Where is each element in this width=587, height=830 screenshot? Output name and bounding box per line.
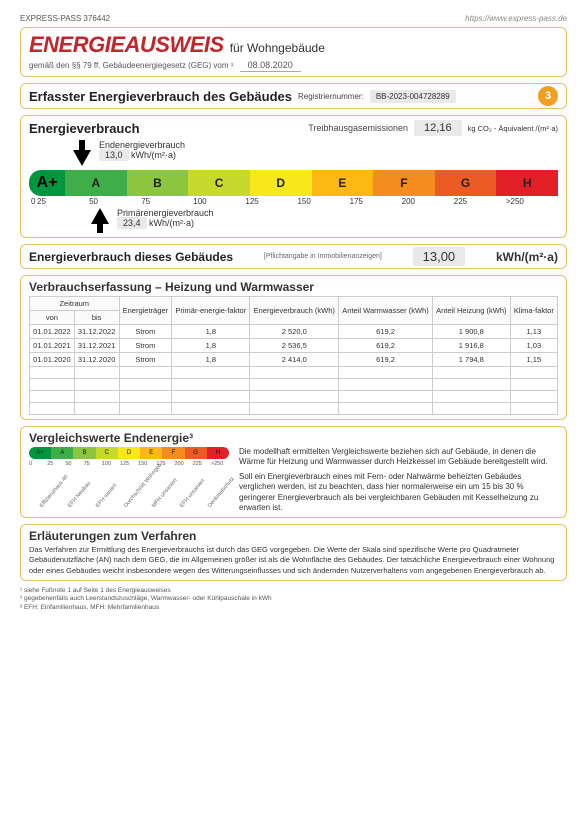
footnote-2: ² gegebenenfalls auch Leerstandszuschläg… — [20, 595, 567, 603]
building-value: 13,00 — [413, 247, 466, 266]
building-unit: kWh/(m²·a) — [496, 250, 558, 264]
mini-seg: B — [73, 447, 95, 459]
energieverbrauch-title: Energieverbrauch — [29, 121, 140, 136]
reg-label: Registriernummer: — [298, 92, 364, 101]
emission-value: 12,16 — [414, 120, 462, 136]
section-erfasst: Erfasster Energieverbrauch des Gebäudes … — [20, 83, 567, 109]
col-klima: Klima-faktor — [510, 297, 557, 325]
scale-seg-g: G — [435, 170, 497, 196]
mini-seg: G — [185, 447, 207, 459]
section-erfasst-title: Erfasster Energieverbrauch des Gebäudes — [29, 89, 292, 104]
diag-label: MFH unsaniert — [151, 477, 179, 508]
explain-text: Das Verfahren zur Ermittlung des Energie… — [29, 545, 558, 575]
diag-label: Denkmalschutz — [207, 476, 236, 509]
end-unit: kWh/(m²·a) — [131, 150, 176, 160]
col-von: von — [30, 311, 75, 325]
table-row — [30, 391, 558, 403]
compare-para2: Soll ein Energieverbrauch eines mit Fern… — [239, 472, 558, 514]
footnotes: ¹ siehe Fußnote 1 auf Seite 1 des Energi… — [20, 587, 567, 612]
col-bis: bis — [74, 311, 119, 325]
col-traeger: Energieträger — [119, 297, 172, 325]
scale-tick: 125 — [245, 197, 297, 206]
emission-label: Treibhausgasemissionen — [308, 123, 408, 133]
mini-seg: E — [140, 447, 162, 459]
table-row: 01.01.202031.12.2020Strom1,82 414,0619,2… — [30, 353, 558, 367]
diag-label: EFH unsaniert — [179, 478, 206, 509]
scale-a-plus: A+ — [29, 170, 65, 196]
section-energieverbrauch: Energieverbrauch Treibhausgasemissionen … — [20, 115, 567, 238]
scale-seg-b: B — [127, 170, 189, 196]
scale-tick: 75 — [141, 197, 193, 206]
mini-scale-block: A+ABCDEFGH 0255075100125150175200225>250… — [29, 447, 229, 513]
prim-value: 23,4 — [117, 217, 147, 229]
table-row — [30, 403, 558, 415]
diag-label: EFH Neubau — [67, 481, 92, 509]
mini-seg: F — [162, 447, 184, 459]
compare-para1: Die modellhaft ermittelten Vergleichswer… — [239, 447, 558, 468]
end-value: 13,0 — [99, 149, 129, 161]
law-line: gemäß den §§ 79 ff. Gebäudeenergiegesetz… — [29, 61, 233, 70]
col-zeitraum: Zeitraum — [30, 297, 120, 311]
prim-unit: kWh/(m²·a) — [149, 218, 194, 228]
building-title: Energieverbrauch dieses Gebäudes — [29, 250, 233, 264]
scale-tick: 200 — [402, 197, 454, 206]
scale-tick: 100 — [193, 197, 245, 206]
section-table: Verbrauchserfassung – Heizung und Warmwa… — [20, 275, 567, 420]
scale-seg-f: F — [373, 170, 435, 196]
table-row — [30, 379, 558, 391]
table-row — [30, 367, 558, 379]
diag-label: EFH saniert — [95, 483, 118, 509]
emission-unit: kg CO₂ - Äquivalent /(m²·a) — [468, 124, 558, 133]
scale-tick: 225 — [454, 197, 506, 206]
scale-tick: 0 — [29, 197, 37, 206]
table-row: 01.01.202131.12.2021Strom1,82 536,5619,2… — [30, 339, 558, 353]
col-verbrauch: Energieverbrauch (kWh) — [250, 297, 339, 325]
compare-title: Vergleichswerte Endenergie³ — [29, 431, 558, 445]
scale-tick: 50 — [89, 197, 141, 206]
table-row: 01.01.202231.12.2022Strom1,82 520,0619,2… — [30, 325, 558, 339]
explain-title: Erläuterungen zum Verfahren — [29, 529, 558, 543]
section-explain: Erläuterungen zum Verfahren Das Verfahre… — [20, 524, 567, 580]
col-faktor: Primär-energie-faktor — [172, 297, 250, 325]
page-badge: 3 — [538, 86, 558, 106]
building-note: [Pflichtangabe in Immobilienanzeigen] — [264, 253, 382, 260]
section-building: Energieverbrauch dieses Gebäudes [Pflich… — [20, 244, 567, 269]
source-url: https://www.express-pass.de — [465, 14, 567, 23]
scale-tick: 150 — [297, 197, 349, 206]
scale-tick: 25 — [37, 197, 89, 206]
subtitle: für Wohngebäude — [230, 41, 325, 55]
consumption-table: Zeitraum Energieträger Primär-energie-fa… — [29, 296, 558, 415]
scale-seg-e: E — [312, 170, 374, 196]
diag-label: Effizienzhaus 40 — [39, 474, 69, 509]
footnote-3: ³ EFH: Einfamilienhaus, MFH: Mehrfamilie… — [20, 604, 567, 612]
mini-seg: A+ — [29, 447, 51, 459]
col-warm: Anteil Warmwasser (kWh) — [339, 297, 433, 325]
scale-seg-d: D — [250, 170, 312, 196]
issue-date: 08.08.2020 — [240, 60, 301, 72]
main-title: ENERGIEAUSWEIS — [29, 32, 224, 58]
arrow-up-icon — [91, 208, 109, 233]
arrow-down-icon — [73, 140, 91, 166]
mini-seg: C — [96, 447, 118, 459]
reg-value: BB-2023-004728289 — [370, 90, 456, 103]
title-panel: ENERGIEAUSWEIS für Wohngebäude gemäß den… — [20, 27, 567, 77]
scale-seg-h: H — [496, 170, 558, 196]
footnote-1: ¹ siehe Fußnote 1 auf Seite 1 des Energi… — [20, 587, 567, 595]
scale-seg-a: A — [65, 170, 127, 196]
scale-seg-c: C — [188, 170, 250, 196]
col-heiz: Anteil Heizung (kWh) — [432, 297, 510, 325]
energy-scale: A+ ABCDEFGH 0255075100125150175200225>25… — [29, 170, 558, 206]
mini-seg: A — [51, 447, 73, 459]
table-title: Verbrauchserfassung – Heizung und Warmwa… — [29, 280, 558, 294]
mini-seg: H — [207, 447, 229, 459]
mini-seg: D — [118, 447, 140, 459]
scale-tick: >250 — [506, 197, 558, 206]
scale-tick: 175 — [350, 197, 402, 206]
section-compare: Vergleichswerte Endenergie³ A+ABCDEFGH 0… — [20, 426, 567, 518]
express-id: EXPRESS-PASS 376442 — [20, 14, 110, 23]
